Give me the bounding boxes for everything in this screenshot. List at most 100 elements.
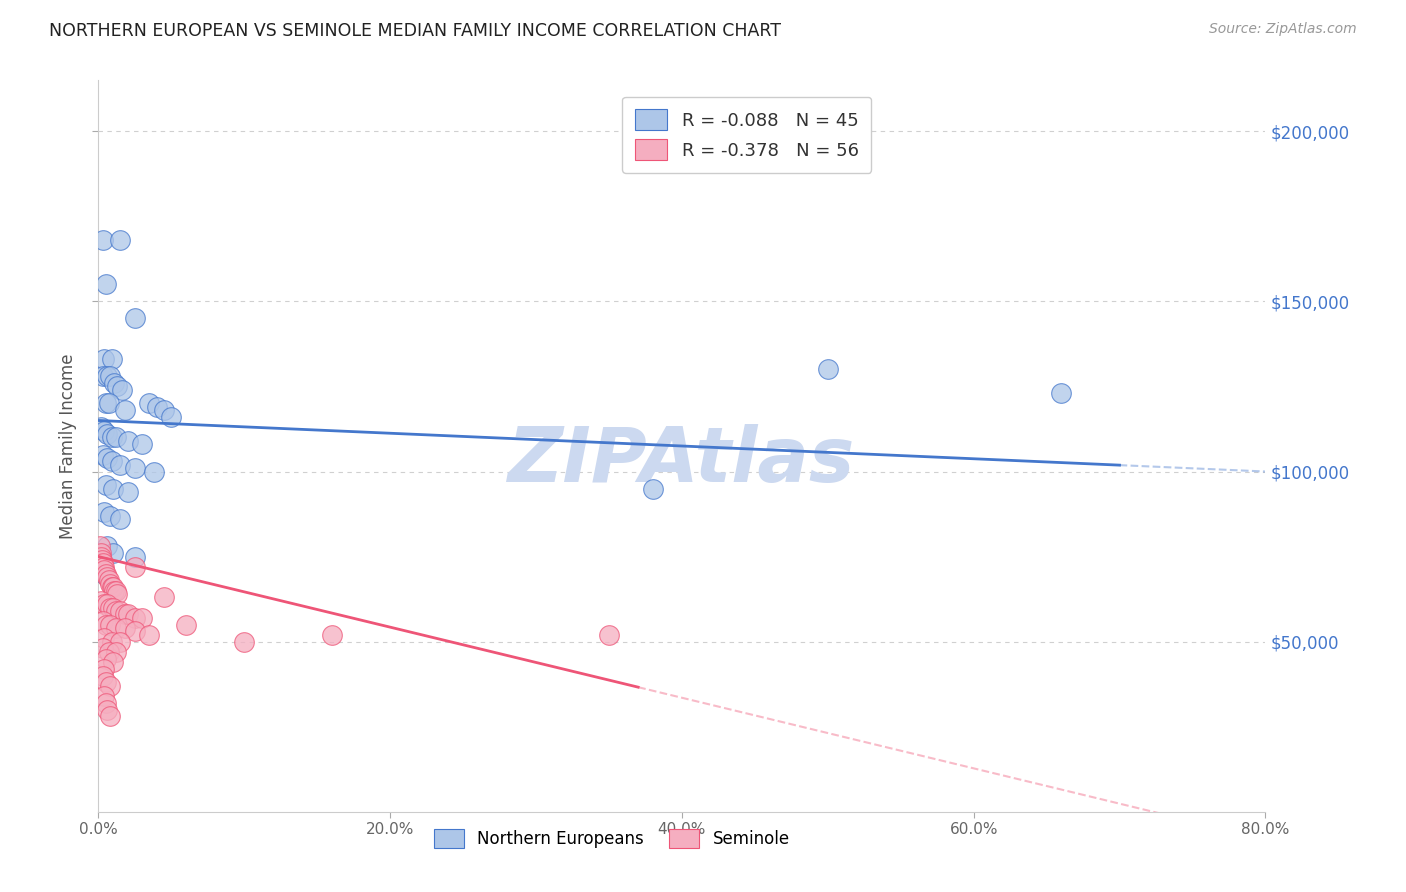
Legend: Northern Europeans, Seminole: Northern Europeans, Seminole	[427, 822, 796, 855]
Point	[96, 427, 118, 442]
Point	[93, 559, 115, 574]
Point	[93, 662, 115, 676]
Point	[94, 478, 117, 492]
Point	[94, 396, 117, 410]
Y-axis label: Median Family Income: Median Family Income	[59, 353, 77, 539]
Point	[93, 631, 115, 645]
Point	[124, 311, 146, 326]
Point	[817, 362, 839, 376]
Point	[153, 403, 176, 417]
Point	[94, 566, 117, 581]
Point	[91, 668, 114, 682]
Point	[233, 634, 256, 648]
Point	[96, 597, 118, 611]
Text: Source: ZipAtlas.com: Source: ZipAtlas.com	[1209, 22, 1357, 37]
Point	[101, 546, 124, 560]
Point	[91, 233, 114, 247]
Point	[90, 549, 112, 564]
Point	[97, 396, 120, 410]
Point	[641, 482, 664, 496]
Point	[101, 580, 124, 594]
Point	[96, 450, 118, 465]
Point	[138, 628, 160, 642]
Point	[93, 566, 115, 581]
Point	[100, 430, 122, 444]
Point	[91, 641, 114, 656]
Point	[114, 607, 136, 622]
Point	[98, 508, 121, 523]
Point	[97, 574, 120, 588]
Point	[104, 604, 127, 618]
Point	[96, 540, 118, 554]
Point	[131, 437, 153, 451]
Point	[94, 277, 117, 292]
Point	[174, 617, 197, 632]
Point	[124, 624, 146, 639]
Point	[94, 651, 117, 665]
Point	[93, 352, 115, 367]
Point	[101, 600, 124, 615]
Point	[91, 369, 114, 384]
Point	[93, 597, 115, 611]
Point	[124, 461, 146, 475]
Point	[98, 617, 121, 632]
Point	[98, 576, 121, 591]
Point	[104, 583, 127, 598]
Point	[110, 233, 132, 247]
Point	[105, 379, 128, 393]
Point	[103, 583, 125, 598]
Point	[93, 505, 115, 519]
Point	[97, 645, 120, 659]
Point	[96, 570, 118, 584]
Point	[91, 614, 114, 628]
Point	[117, 484, 139, 499]
Point	[94, 696, 117, 710]
Point	[124, 611, 146, 625]
Point	[104, 621, 127, 635]
Point	[94, 675, 117, 690]
Point	[101, 655, 124, 669]
Point	[110, 458, 132, 472]
Point	[110, 604, 132, 618]
Point	[142, 465, 165, 479]
Point	[104, 645, 127, 659]
Point	[105, 587, 128, 601]
Point	[90, 546, 112, 560]
Point	[321, 628, 343, 642]
Point	[101, 482, 124, 496]
Point	[131, 611, 153, 625]
Point	[98, 679, 121, 693]
Point	[89, 540, 111, 554]
Point	[160, 410, 183, 425]
Point	[93, 563, 115, 577]
Point	[98, 600, 121, 615]
Text: ZIPAtlas: ZIPAtlas	[508, 424, 856, 498]
Point	[100, 634, 122, 648]
Point	[100, 580, 122, 594]
Point	[117, 434, 139, 448]
Point	[103, 376, 125, 390]
Point	[114, 621, 136, 635]
Point	[96, 703, 118, 717]
Point	[90, 420, 112, 434]
Point	[100, 454, 122, 468]
Point	[93, 689, 115, 703]
Point	[94, 617, 117, 632]
Text: NORTHERN EUROPEAN VS SEMINOLE MEDIAN FAMILY INCOME CORRELATION CHART: NORTHERN EUROPEAN VS SEMINOLE MEDIAN FAM…	[49, 22, 782, 40]
Point	[146, 400, 169, 414]
Point	[91, 557, 114, 571]
Point	[110, 512, 132, 526]
Point	[153, 591, 176, 605]
Point	[98, 369, 121, 384]
Point	[96, 369, 118, 384]
Point	[91, 553, 114, 567]
Point	[91, 448, 114, 462]
Point	[124, 549, 146, 564]
Point	[100, 352, 122, 367]
Point	[93, 424, 115, 438]
Point	[110, 634, 132, 648]
Point	[98, 709, 121, 723]
Point	[114, 403, 136, 417]
Point	[598, 628, 620, 642]
Point	[90, 594, 112, 608]
